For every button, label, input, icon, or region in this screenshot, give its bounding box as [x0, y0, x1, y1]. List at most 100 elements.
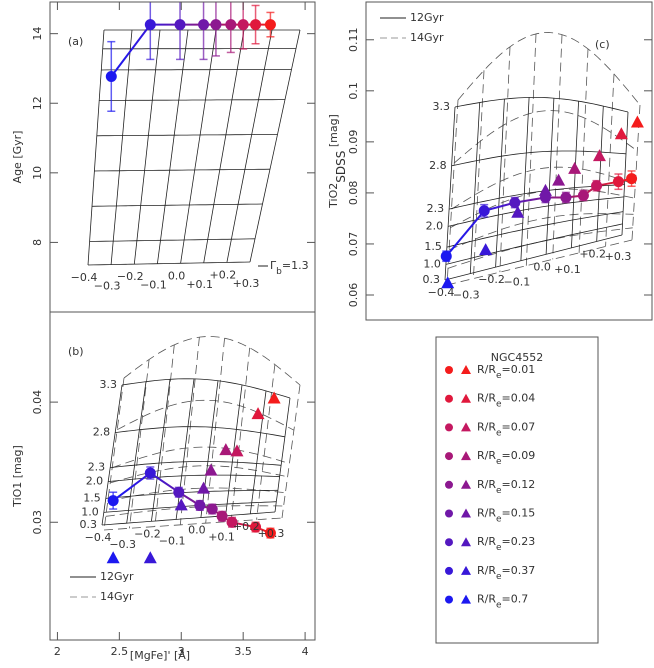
model-grid-column — [203, 29, 245, 263]
legend-circle — [445, 509, 453, 518]
triangle-point — [592, 149, 606, 162]
gamma-label: Γb=1.3 — [270, 259, 309, 277]
model-legend-label: 12Gyr — [410, 11, 444, 24]
model-grid-column — [520, 97, 530, 261]
grid-column-label: −0.1 — [503, 276, 530, 289]
legend-title: NGC4552 — [491, 351, 543, 364]
model-grid-column — [525, 33, 537, 266]
panel — [87, 2, 301, 266]
triangle-point — [204, 463, 218, 476]
grid-column-label: −0.4 — [71, 271, 98, 284]
y-tick-label: 10 — [31, 166, 44, 180]
model-grid-column — [180, 29, 217, 264]
model-grid-row — [121, 378, 291, 399]
x-tick-label: 3 — [178, 645, 185, 658]
triangle-point — [614, 127, 628, 140]
grid-column-label: +0.2 — [233, 520, 260, 533]
model-grid-row — [110, 465, 288, 484]
circle-point — [250, 521, 262, 533]
grid-column-label: −0.2 — [117, 270, 144, 283]
grid-column-label: +0.1 — [554, 263, 581, 276]
circle-point — [560, 191, 572, 203]
model-grid-column — [571, 101, 579, 248]
legend-label-suffix: =0.04 — [502, 392, 536, 405]
triangle-point — [143, 551, 157, 564]
legend-label-sub: e — [496, 428, 502, 438]
legend-label: R/Re=0.7 — [477, 593, 528, 611]
model-grid-row — [89, 238, 256, 242]
grid-row-label: 3.3 — [100, 378, 118, 391]
circle-point — [173, 486, 185, 498]
legend-label: R/Re=0.15 — [477, 507, 535, 525]
legend-triangle — [461, 565, 471, 575]
model-grid-column — [200, 380, 219, 518]
model-grid-column — [126, 381, 147, 524]
y-tick-label: 0.06 — [347, 283, 360, 308]
triangle-point — [479, 243, 493, 256]
model-grid-column — [225, 384, 243, 516]
legend-label: R/Re=0.09 — [477, 449, 535, 467]
model-grid-row — [454, 110, 638, 164]
grid-column-label: +0.3 — [233, 277, 260, 290]
grid-row-label: 1.0 — [81, 505, 99, 518]
circle-point — [105, 70, 117, 82]
panel — [440, 32, 644, 289]
panel-label: (b) — [68, 345, 84, 358]
legend-label-sub: e — [496, 485, 502, 495]
y-tick-label: 0.08 — [347, 181, 360, 206]
model-grid-column — [154, 344, 175, 527]
model-grid-column — [499, 46, 511, 273]
y-axis-label: TiO1 [mag] — [11, 445, 24, 508]
legend-label-main: R/R — [477, 420, 496, 433]
y-axis-label-sub: SDSS — [334, 151, 348, 183]
model-legend-label: 12Gyr — [100, 570, 134, 583]
legend-label-main: R/R — [477, 363, 496, 376]
legend-label-main: R/R — [477, 535, 496, 548]
legend-label-suffix: =0.09 — [502, 449, 536, 462]
grid-column-label: 0.0 — [533, 260, 551, 273]
legend-circle — [445, 566, 453, 575]
legend-label-sub: e — [496, 457, 502, 467]
circle-point — [237, 19, 249, 31]
grid-row-label: 2.0 — [426, 219, 444, 232]
model-legend-label: 14Gyr — [100, 590, 134, 603]
model-grid-column — [249, 29, 301, 263]
model-grid-column — [256, 364, 276, 520]
panel-frame — [49, 311, 316, 641]
model-grid-column — [446, 99, 459, 286]
grid-row-label: 2.8 — [93, 426, 111, 439]
legend-label: R/Re=0.37 — [477, 564, 535, 582]
y-axis-label: Age [Gyr] — [11, 131, 24, 184]
model-grid-row — [448, 213, 634, 251]
legend-label-sub: e — [496, 543, 502, 553]
y-tick-label: 12 — [31, 96, 44, 110]
y-axis-label-suffix: [mag] — [327, 114, 340, 151]
legend-label-suffix: =0.07 — [502, 420, 536, 433]
circle-point — [144, 19, 156, 31]
model-grid-column — [249, 390, 267, 514]
grid-row-label: 2.3 — [88, 461, 106, 474]
grid-row-label: 1.5 — [424, 240, 442, 253]
legend-circle — [445, 366, 453, 374]
grid-column-label: −0.4 — [428, 286, 455, 299]
gamma-label-suffix: =1.3 — [282, 259, 309, 272]
legend-triangle — [461, 422, 471, 432]
model-grid-column — [157, 29, 189, 264]
grid-column-label: −0.2 — [478, 273, 505, 286]
model-grid-row — [101, 511, 276, 526]
legend-label-suffix: =0.23 — [502, 535, 536, 548]
grid-column-label: +0.3 — [258, 527, 285, 540]
y-tick-label: 0.1 — [347, 82, 360, 100]
grid-column-label: +0.3 — [605, 250, 632, 263]
legend-circle — [445, 595, 453, 604]
circle-point — [174, 19, 186, 31]
triangle-point — [267, 391, 281, 404]
y-tick-label: 0.04 — [31, 390, 44, 415]
circle-point — [577, 189, 589, 201]
legend-label: R/Re=0.23 — [477, 535, 535, 553]
circle-point — [264, 527, 276, 539]
legend-circle — [445, 394, 453, 403]
y-tick-label: 0.03 — [31, 510, 44, 535]
circle-point — [225, 19, 237, 31]
y-axis-label-main: TiO2 — [327, 183, 340, 209]
